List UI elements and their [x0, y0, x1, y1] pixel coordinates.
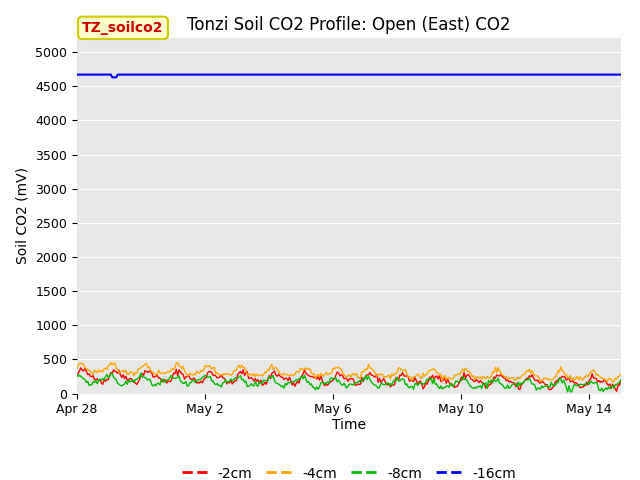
Y-axis label: Soil CO2 (mV): Soil CO2 (mV) [15, 168, 29, 264]
Text: TZ_soilco2: TZ_soilco2 [82, 21, 164, 35]
Title: Tonzi Soil CO2 Profile: Open (East) CO2: Tonzi Soil CO2 Profile: Open (East) CO2 [187, 16, 511, 34]
Legend: -2cm, -4cm, -8cm, -16cm: -2cm, -4cm, -8cm, -16cm [176, 461, 522, 480]
X-axis label: Time: Time [332, 418, 366, 432]
